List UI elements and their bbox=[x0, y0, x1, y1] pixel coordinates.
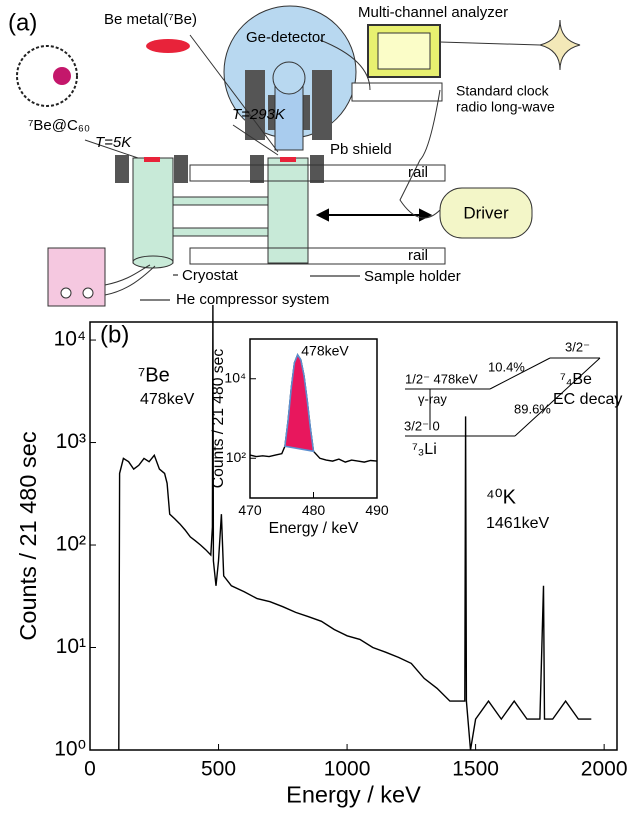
keyboard bbox=[351, 82, 443, 102]
driver-shape bbox=[439, 187, 533, 239]
x-tick-label: 1500 bbox=[452, 757, 499, 780]
y-tick-label: 10² bbox=[56, 533, 86, 556]
pb-block bbox=[245, 70, 265, 140]
sample-holder-shape bbox=[267, 157, 309, 264]
label: He compressor system bbox=[176, 291, 329, 308]
x-axis-title: Energy / keV bbox=[286, 781, 421, 807]
annotation: 478keV bbox=[140, 391, 195, 408]
x-tick-label: 1000 bbox=[324, 757, 371, 780]
x-axis-title: Energy / keV bbox=[269, 520, 359, 537]
cryostat-base bbox=[132, 255, 174, 269]
panel-label: (b) bbox=[100, 321, 129, 348]
label: Sample holder bbox=[364, 268, 461, 285]
label: Ge-detector bbox=[246, 29, 325, 46]
label: T=293K bbox=[232, 106, 286, 123]
annotation: γ-ray bbox=[418, 391, 447, 406]
gauge bbox=[60, 287, 72, 299]
label: ⁷Be@C₆₀ bbox=[28, 117, 90, 134]
plot-frame bbox=[249, 338, 378, 499]
pb-block bbox=[312, 70, 332, 140]
compressor-box bbox=[47, 247, 106, 307]
annotation: 1/2⁻ 478keV bbox=[405, 371, 478, 386]
y-tick-label: 10¹ bbox=[56, 635, 86, 658]
leader-lines bbox=[84, 34, 441, 219]
pb-block bbox=[310, 155, 324, 183]
y-tick-label: 10⁰ bbox=[54, 738, 86, 761]
pointers bbox=[140, 274, 360, 301]
arrow bbox=[315, 208, 433, 222]
sample bbox=[144, 157, 160, 162]
label: Pb shield bbox=[330, 141, 392, 158]
label: T=5K bbox=[95, 134, 132, 151]
x-tick-label: 2000 bbox=[581, 757, 628, 780]
peak-label: 478keV bbox=[301, 343, 349, 359]
spectrum-chart: 0 500 1000 1500 2000 10⁰ 10¹ 10² 10³ 10⁴ Energy / … bbox=[15, 304, 628, 807]
hose bbox=[104, 264, 156, 296]
label: Multi-channel analyzer bbox=[358, 4, 508, 21]
cryostat-shape bbox=[132, 157, 174, 264]
x-tick-label: 480 bbox=[302, 502, 326, 518]
rail-shape bbox=[189, 164, 446, 182]
connector bbox=[172, 196, 269, 206]
gauge bbox=[82, 287, 94, 299]
y-tick-label: 10⁴ bbox=[54, 328, 86, 351]
annotation: 3/2⁻ 0 bbox=[404, 418, 440, 433]
peak-area bbox=[284, 353, 315, 453]
sample bbox=[280, 157, 296, 162]
x-tick-label: 470 bbox=[238, 502, 262, 518]
be-metal bbox=[146, 39, 190, 53]
level-scheme bbox=[405, 357, 601, 437]
x-tick-label: 500 bbox=[201, 757, 236, 780]
y-axis-title: Counts / 21 480 sec bbox=[15, 431, 41, 640]
y-tick-label: 10³ bbox=[56, 430, 86, 453]
label: Standard clock bbox=[456, 83, 550, 99]
x-tick-label: 490 bbox=[365, 502, 389, 518]
screen bbox=[377, 32, 431, 70]
connector bbox=[172, 227, 269, 237]
spectrum-line bbox=[118, 304, 592, 751]
pb-block bbox=[174, 155, 188, 183]
label: radio long-wave bbox=[456, 99, 555, 115]
annotation: 3/2⁻ bbox=[565, 339, 590, 354]
annotation: 1461keV bbox=[486, 515, 549, 532]
x-tick-label: 0 bbox=[84, 757, 96, 780]
label: Driver bbox=[463, 203, 509, 222]
annotation: EC decay bbox=[553, 391, 622, 408]
annotation: 89.6% bbox=[514, 401, 551, 416]
be-atom bbox=[53, 67, 71, 85]
label: rail bbox=[408, 247, 428, 264]
pb-block bbox=[250, 155, 264, 183]
y-tick-label: 10² bbox=[226, 449, 247, 465]
annotation: ⁷Be bbox=[138, 364, 170, 386]
panel-label: (a) bbox=[8, 9, 37, 36]
diagram: (a) Be metal(⁷Be) ⁷Be@C₆₀ T=5K T=293K Ge… bbox=[8, 4, 581, 308]
rail-shape bbox=[189, 247, 446, 265]
pb-block bbox=[115, 155, 129, 183]
annotation: ⁴⁰K bbox=[486, 486, 517, 508]
clock-antenna bbox=[539, 19, 581, 71]
detector-head bbox=[272, 61, 306, 95]
label: Be metal(⁷Be) bbox=[104, 11, 197, 28]
annotation: ⁷₃Li bbox=[412, 441, 437, 458]
annotation: 10.4% bbox=[488, 359, 525, 374]
cable bbox=[439, 41, 541, 46]
label: Cryostat bbox=[182, 267, 239, 284]
y-axis-title: Counts / 21 480 sec bbox=[210, 349, 227, 489]
c60 bbox=[16, 45, 78, 107]
label: rail bbox=[408, 164, 428, 181]
y-tick-label: 10⁴ bbox=[224, 369, 246, 385]
